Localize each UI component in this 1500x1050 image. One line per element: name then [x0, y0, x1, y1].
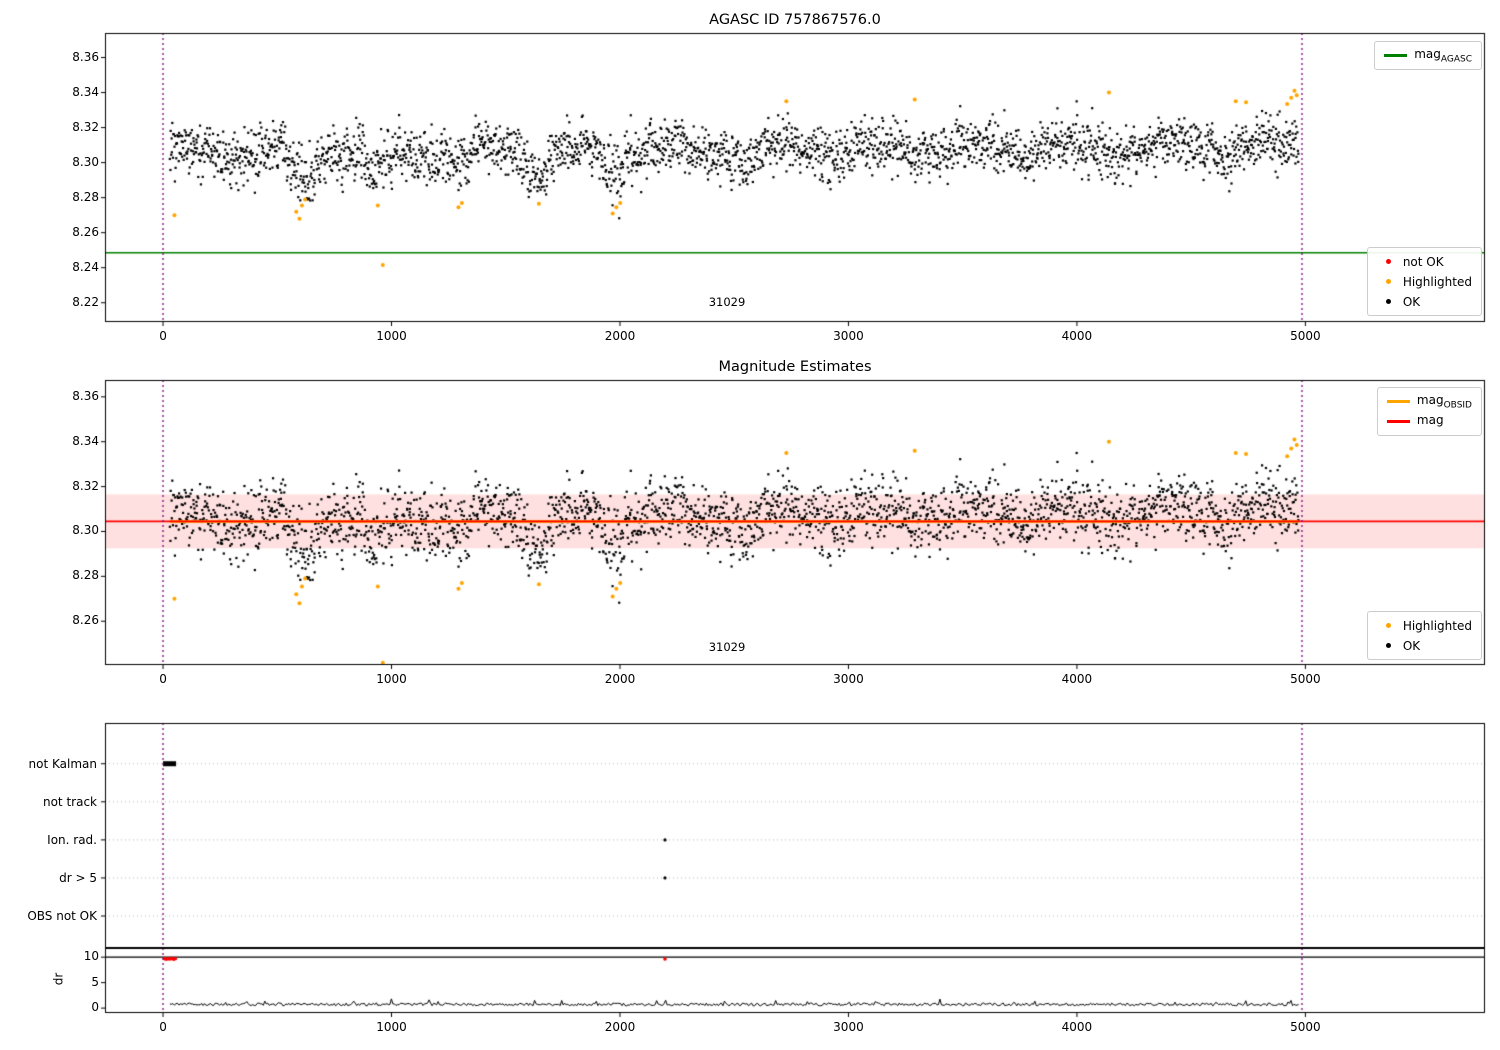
- legend-label-highlighted: Highlighted: [1402, 274, 1472, 289]
- x-tick-label: 5000: [1290, 672, 1321, 686]
- x-tick-label: 2000: [604, 1020, 636, 1034]
- y-tick-label: 8.30: [72, 154, 99, 169]
- flag-label-not-track: not track: [42, 795, 97, 809]
- x-tick-label: 2000: [604, 672, 636, 686]
- legend-entry-mag-agasc: magAGASC: [1384, 47, 1472, 64]
- x-tick-label: 4000: [1061, 329, 1093, 343]
- x-tick-label: 1000: [376, 1020, 407, 1034]
- flag-label-not-kalman: not Kalman: [28, 757, 97, 771]
- legend-entry-highlighted: Highlighted: [1377, 273, 1472, 290]
- y-tick-label: 10: [83, 949, 99, 964]
- x-tick-label: 3000: [833, 329, 864, 343]
- y-tick-label: 8.34: [72, 84, 99, 99]
- y-tick-label: 8.28: [72, 189, 99, 204]
- y-tick-label: 8.36: [72, 49, 99, 64]
- x-tick-label: 4000: [1061, 672, 1093, 686]
- y-tick-label: 8.32: [72, 119, 99, 134]
- y-tick-label: 8.30: [72, 523, 99, 538]
- green-line-swatch-icon: [1384, 54, 1408, 57]
- legend-entry-not-ok: not OK: [1377, 253, 1472, 270]
- y-tick-label: 8.32: [72, 478, 99, 493]
- y-tick-label: 0: [91, 1000, 99, 1015]
- flag-label-obs-not-ok: OBS not OK: [27, 909, 97, 923]
- legend-label-not-ok: not OK: [1402, 254, 1444, 269]
- legend-label-highlighted-2: Highlighted: [1402, 618, 1472, 633]
- y-tick-label: 8.22: [72, 294, 99, 309]
- x-tick-label: 4000: [1061, 1020, 1093, 1034]
- y-tick-label: 8.26: [72, 224, 99, 239]
- black-dot-icon: [1385, 299, 1391, 304]
- x-tick-label: 1000: [376, 329, 407, 343]
- flag-label-dr-gt-5: dr > 5: [59, 871, 97, 885]
- x-tick-label: 3000: [833, 672, 864, 686]
- legend-mag-agasc: magAGASC: [1374, 41, 1482, 70]
- legend-entry-ok-2: OK: [1377, 637, 1472, 654]
- chart-title-agasc-id: AGASC ID 757867576.0: [709, 12, 881, 28]
- legend-label-mag: mag: [1416, 412, 1444, 427]
- y-tick-label: 8.34: [72, 433, 99, 448]
- red-line-swatch-icon: [1386, 420, 1410, 423]
- legend-ax2-markers: Highlighted OK: [1366, 611, 1482, 660]
- chart-title-magnitude-estimates: Magnitude Estimates: [718, 359, 872, 375]
- legend-label-ok-2: OK: [1402, 638, 1421, 653]
- legend-entry-mag: mag: [1386, 412, 1472, 430]
- x-tick-label: 0: [159, 672, 167, 686]
- x-tick-label: 5000: [1290, 1020, 1321, 1034]
- x-tick-label: 0: [159, 1020, 167, 1034]
- x-tick-label: 0: [159, 329, 167, 343]
- orange-line-swatch-icon: [1386, 400, 1410, 403]
- legend-ax2-lines: magOBSID mag: [1376, 387, 1482, 436]
- legend-ax1-markers: not OK Highlighted OK: [1366, 247, 1482, 316]
- legend-entry-highlighted-2: Highlighted: [1377, 617, 1472, 634]
- orange-dot-icon: [1385, 623, 1391, 628]
- legend-label-mag-obsid: magOBSID: [1416, 392, 1472, 411]
- red-dot-icon: [1385, 259, 1391, 264]
- legend-entry-mag-obsid: magOBSID: [1386, 392, 1472, 411]
- y-tick-label: 8.24: [72, 259, 99, 274]
- y-tick-label: 8.26: [72, 613, 99, 628]
- obsid-annotation-middle: 31029: [708, 640, 746, 654]
- legend-entry-ok: OK: [1377, 293, 1472, 310]
- y-tick-label: 5: [91, 974, 99, 989]
- obsid-annotation-top: 31029: [708, 295, 746, 309]
- orange-dot-icon: [1385, 279, 1391, 284]
- x-tick-label: 3000: [833, 1020, 864, 1034]
- legend-label-mag-agasc: magAGASC: [1414, 46, 1472, 65]
- legend-label-ok: OK: [1402, 294, 1421, 309]
- x-tick-label: 5000: [1290, 329, 1321, 343]
- y-tick-label: 8.36: [72, 388, 99, 403]
- y-tick-label: 8.28: [72, 568, 99, 583]
- x-tick-label: 1000: [376, 672, 407, 686]
- flag-label-ion-rad: Ion. rad.: [47, 833, 97, 847]
- black-dot-icon: [1385, 643, 1391, 648]
- x-tick-label: 2000: [604, 329, 636, 343]
